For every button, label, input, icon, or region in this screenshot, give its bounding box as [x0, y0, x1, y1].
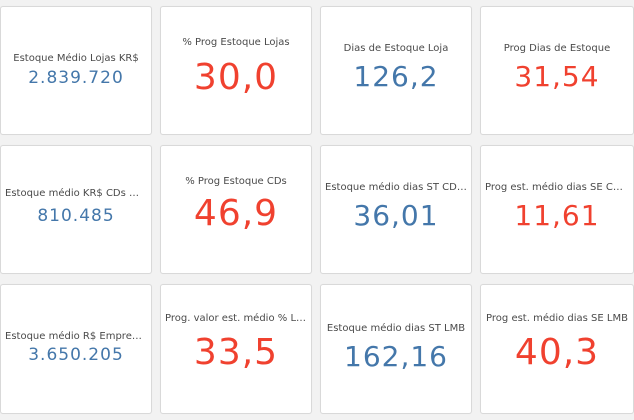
- kpi-card-estoque-medio-cds[interactable]: Estoque médio KR$ CDs + Pla... 810.485: [0, 145, 152, 274]
- kpi-value: 40,3: [514, 332, 600, 373]
- kpi-title: Estoque médio R$ Empresa L...: [5, 331, 151, 342]
- kpi-value: 810.485: [37, 206, 115, 226]
- kpi-title: % Prog Estoque Lojas: [182, 37, 290, 48]
- kpi-card-dias-estoque-loja[interactable]: Dias de Estoque Loja 126,2: [320, 6, 472, 135]
- kpi-title: Prog est. médio dias SE CDs +...: [485, 182, 633, 193]
- kpi-card-estoque-medio-dias-st-cds[interactable]: Estoque médio dias ST CDs + ... 36,01: [320, 145, 472, 274]
- kpi-title: Dias de Estoque Loja: [343, 43, 449, 54]
- kpi-card-estoque-medio-empresa[interactable]: Estoque médio R$ Empresa L... 3.650.205: [0, 284, 152, 414]
- kpi-value: 36,01: [353, 199, 439, 232]
- kpi-value: 2.839.720: [28, 68, 124, 88]
- kpi-card-prog-est-medio-dias-se-lmb[interactable]: Prog est. médio dias SE LMB 40,3: [480, 284, 634, 414]
- kpi-value: 3.650.205: [28, 345, 124, 365]
- kpi-value: 162,16: [344, 340, 448, 373]
- kpi-title: % Prog Estoque CDs: [185, 176, 287, 187]
- kpi-title: Prog Dias de Estoque: [503, 43, 611, 54]
- kpi-card-estoque-medio-lojas[interactable]: Estoque Médio Lojas KR$ 2.839.720: [0, 6, 152, 135]
- kpi-title: Estoque Médio Lojas KR$: [13, 53, 139, 64]
- kpi-card-prog-estoque-lojas[interactable]: % Prog Estoque Lojas 30,0: [160, 6, 312, 135]
- kpi-title: Estoque médio dias ST LMB: [326, 323, 466, 334]
- kpi-value: 126,2: [353, 60, 439, 93]
- kpi-title: Prog est. médio dias SE LMB: [486, 313, 628, 324]
- kpi-card-prog-valor-est-medio-lmb[interactable]: Prog. valor est. médio % LMB 33,5: [160, 284, 312, 414]
- kpi-card-prog-estoque-cds[interactable]: % Prog Estoque CDs 46,9: [160, 145, 312, 274]
- kpi-title: Estoque médio KR$ CDs + Pla...: [5, 188, 151, 199]
- kpi-card-prog-dias-estoque[interactable]: Prog Dias de Estoque 31,54: [480, 6, 634, 135]
- kpi-value: 46,9: [193, 193, 279, 234]
- kpi-value: 33,5: [193, 332, 279, 373]
- kpi-value: 31,54: [514, 60, 600, 93]
- kpi-value: 11,61: [514, 199, 600, 232]
- kpi-title: Estoque médio dias ST CDs + ...: [325, 182, 471, 193]
- kpi-card-estoque-medio-dias-st-lmb[interactable]: Estoque médio dias ST LMB 162,16: [320, 284, 472, 414]
- kpi-title: Prog. valor est. médio % LMB: [165, 313, 311, 324]
- kpi-value: 30,0: [193, 57, 279, 98]
- kpi-card-prog-est-medio-dias-se-cds[interactable]: Prog est. médio dias SE CDs +... 11,61: [480, 145, 634, 274]
